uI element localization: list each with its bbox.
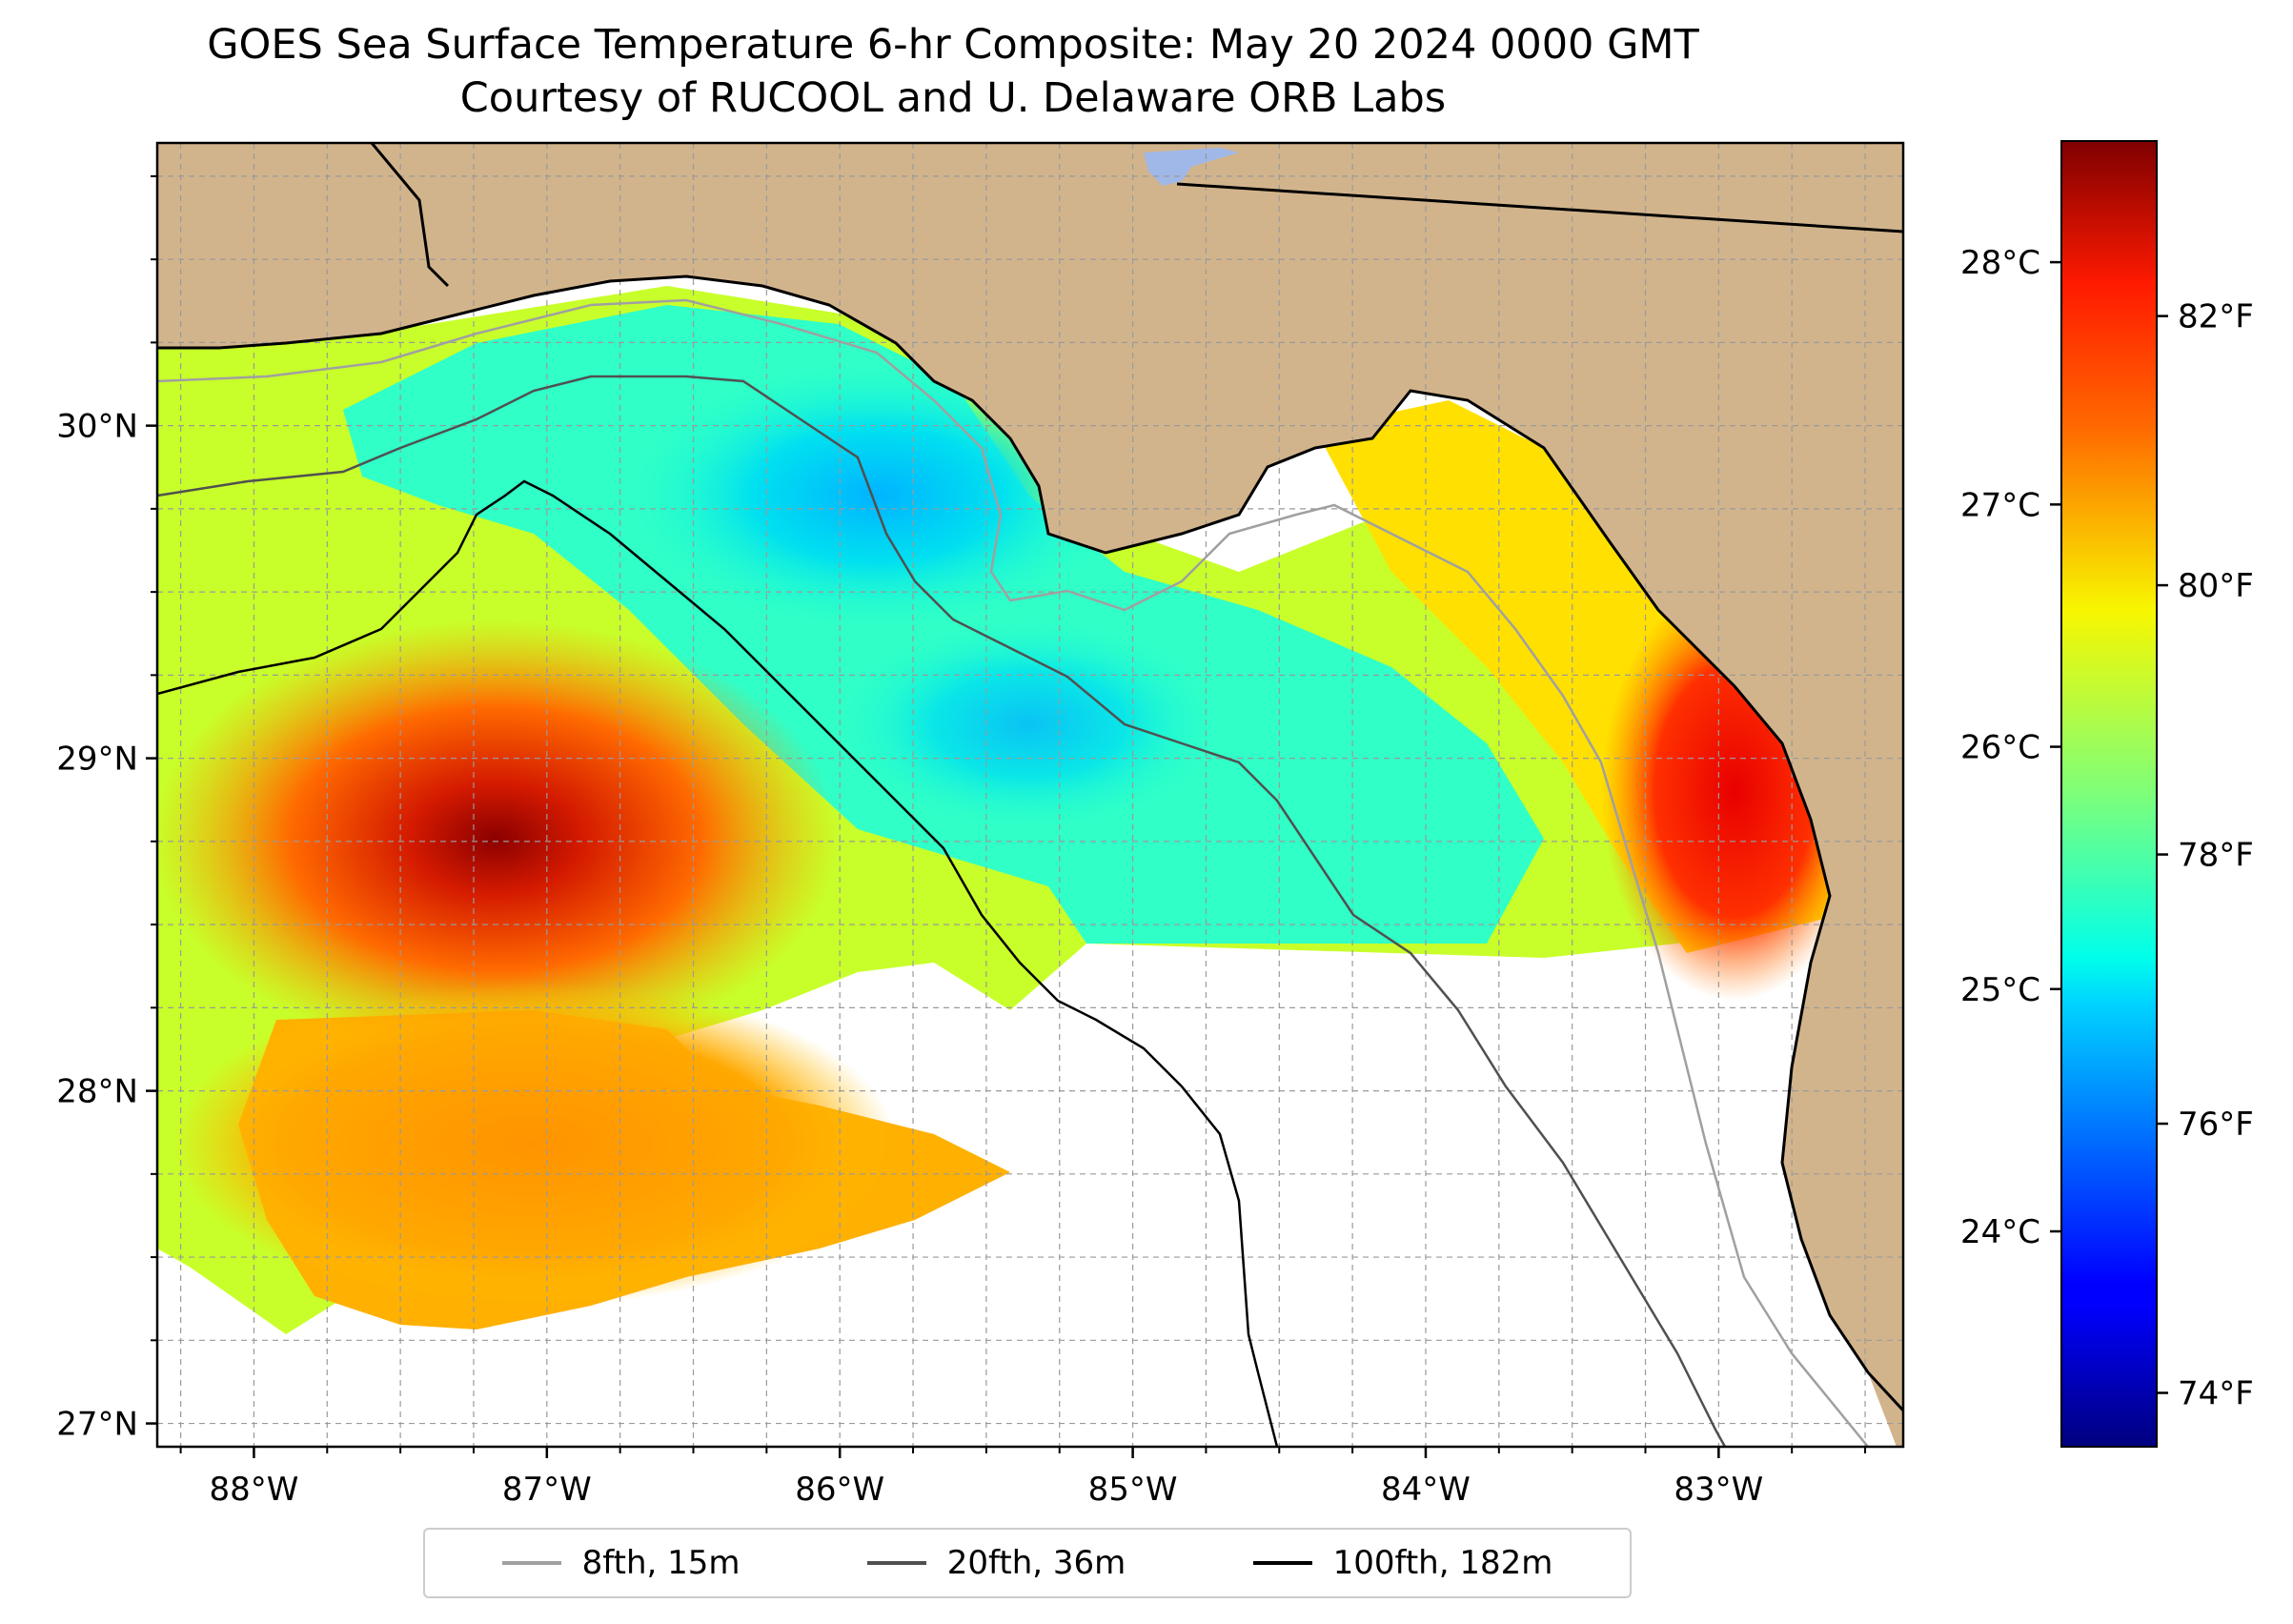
x-tick-label: 87°W <box>502 1471 592 1509</box>
map-frame <box>155 141 1905 1449</box>
colorbar-f-label: 76°F <box>2178 1106 2254 1144</box>
x-tick-label: 84°W <box>1381 1471 1471 1509</box>
colorbar-c-label: 24°C <box>1960 1213 2040 1251</box>
map-title: GOES Sea Surface Temperature 6-hr Compos… <box>207 21 1699 69</box>
isobath-100fth <box>157 479 1279 1447</box>
map-plot-area <box>157 143 1903 1447</box>
legend-label-20fth: 20fth, 36m <box>946 1544 1126 1582</box>
gridlines <box>157 143 1903 1447</box>
map-subtitle: Courtesy of RUCOOL and U. Delaware ORB L… <box>459 74 1447 122</box>
colorbar-ticks: 74°F 76°F 78°F 80°F 82°F 24°C 25°C 26°C 27°C 28°C <box>1960 244 2254 1412</box>
x-tick-label: 85°W <box>1088 1471 1178 1509</box>
colorbar-f-label: 82°F <box>2178 298 2254 336</box>
legend-label-8fth: 8fth, 15m <box>581 1544 741 1582</box>
isobath-legend: 8fth, 15m 20fth, 36m 100fth, 182m <box>423 1528 1632 1598</box>
y-tick-label: 30°N <box>56 408 138 446</box>
colorbar-f-label: 78°F <box>2178 837 2254 875</box>
colorbar-c-label: 27°C <box>1960 486 2040 524</box>
legend-item-8fth: 8fth, 15m <box>501 1544 741 1582</box>
y-tick-label: 29°N <box>56 741 138 779</box>
colorbar-c-label: 28°C <box>1960 244 2040 282</box>
sst-cool-core-2 <box>839 619 1220 829</box>
sst-warm-core <box>157 619 839 1058</box>
state-border <box>1176 182 1903 233</box>
sst-warm-core-south <box>172 982 896 1306</box>
x-tick-label: 83°W <box>1674 1471 1763 1509</box>
legend-label-100fth: 100fth, 182m <box>1332 1544 1553 1582</box>
x-tick-label: 86°W <box>795 1471 884 1509</box>
legend-swatch-100fth <box>1252 1561 1312 1565</box>
map-axes: 88°W 87°W 86°W 85°W 84°W 83°W 27°N 28°N 29°N 30°N <box>56 174 1867 1509</box>
state-border-west <box>370 143 450 288</box>
colorbar-c-label: 26°C <box>1960 729 2040 767</box>
y-tick-label: 27°N <box>56 1406 138 1444</box>
land-north <box>157 143 1903 1447</box>
colorbar-f-label: 80°F <box>2178 567 2254 605</box>
legend-item-100fth: 100fth, 182m <box>1252 1544 1553 1582</box>
isobath-8fth <box>157 298 1869 1447</box>
colorbar-c-label: 25°C <box>1960 971 2040 1009</box>
colorbar-f-label: 74°F <box>2178 1375 2254 1413</box>
colorbar <box>2060 140 2158 1448</box>
y-tick-label: 28°N <box>56 1073 138 1111</box>
legend-item-20fth: 20fth, 36m <box>866 1544 1126 1582</box>
legend-swatch-8fth <box>501 1561 561 1565</box>
x-tick-label: 88°W <box>209 1471 298 1509</box>
legend-swatch-20fth <box>866 1561 926 1565</box>
isobath-20fth <box>157 375 1727 1447</box>
coastline <box>157 274 1903 1412</box>
